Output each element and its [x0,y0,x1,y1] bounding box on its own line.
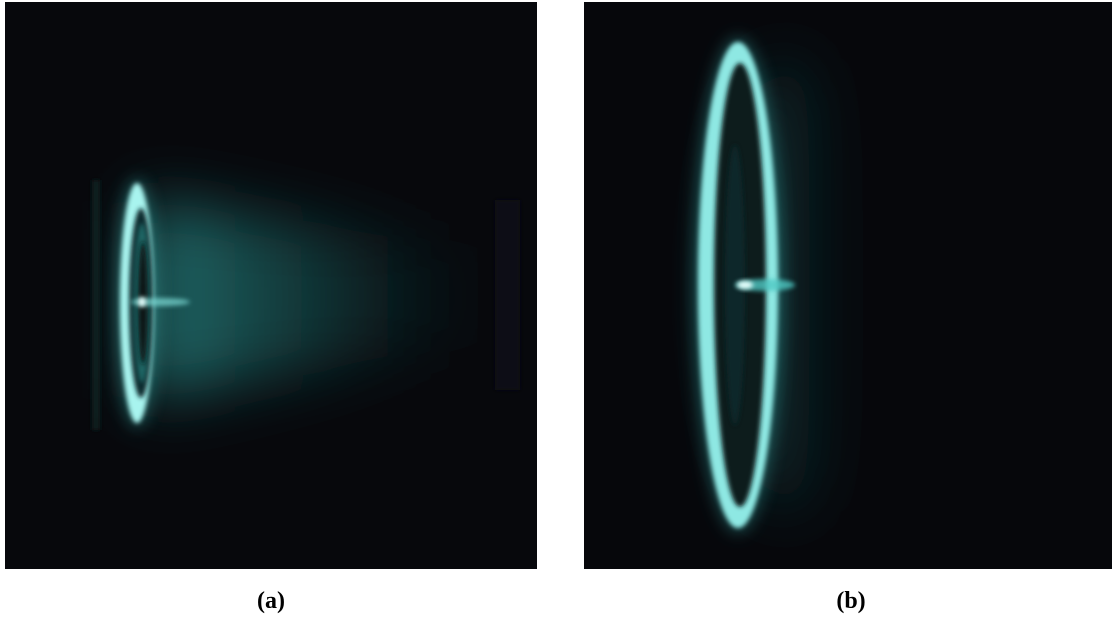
photo-a [5,2,537,569]
figure: (a) (b) [0,0,1112,617]
page: (a) (b) (() => { const data = JSON.parse… [0,0,1112,617]
caption: (b) [836,588,865,614]
photo-b [584,2,1112,569]
caption: (a) [257,588,285,614]
